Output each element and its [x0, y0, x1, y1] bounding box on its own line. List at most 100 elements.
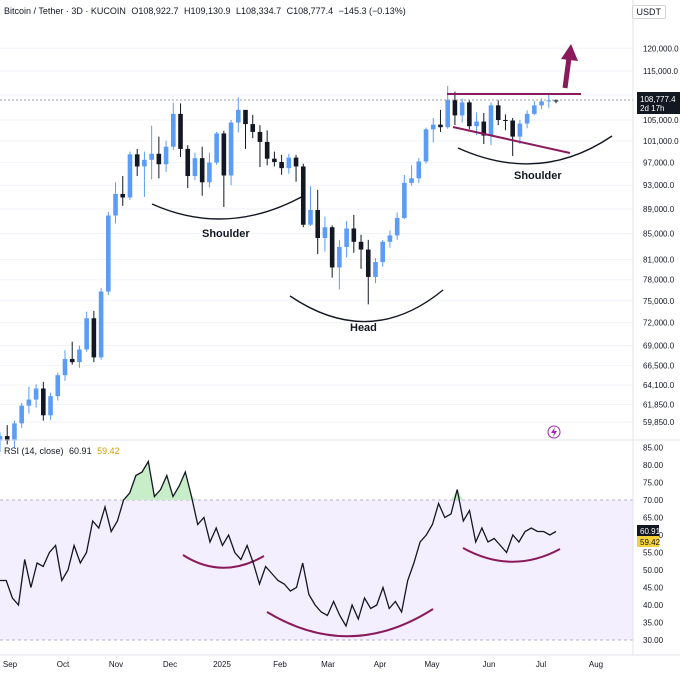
- rsi-tick-label: 30.00: [643, 636, 664, 645]
- candle-body: [77, 349, 82, 363]
- rsi-tick-label: 50.00: [643, 566, 664, 575]
- change-value: −145.3 (−0.13%): [338, 6, 406, 16]
- low-value: 108,334.7: [241, 6, 282, 16]
- time-tick-label: 2025: [213, 660, 231, 669]
- candle-body: [553, 100, 559, 102]
- candle-body: [91, 318, 97, 358]
- head-curve: [289, 289, 444, 323]
- candle-body: [510, 120, 515, 137]
- candle-body: [149, 153, 154, 160]
- rsi-value-badge: 60.91 59.42: [637, 525, 661, 547]
- rsi-header-value: 60.91: [69, 446, 92, 456]
- left-shoulder-curve: [151, 194, 306, 220]
- time-axis-labels: Sep Oct Nov Dec 2025 Feb Mar Apr May Jun Jul Aug: [3, 660, 603, 669]
- candle-body: [524, 113, 530, 124]
- candle-body: [257, 131, 263, 142]
- price-tick-label: 75,000.0: [643, 297, 675, 306]
- candle-body: [315, 210, 321, 238]
- time-tick-label: Oct: [57, 660, 70, 669]
- rsi-last-value: 60.91: [640, 527, 661, 536]
- candle-body: [178, 113, 183, 149]
- candle-body: [170, 113, 176, 147]
- candle-body: [387, 235, 393, 242]
- rsi-head-curve: [266, 608, 434, 638]
- candle-body: [41, 388, 46, 416]
- candle-body: [134, 154, 140, 167]
- candle-body: [532, 105, 537, 114]
- candle-body: [430, 124, 436, 130]
- candle-body: [488, 105, 494, 136]
- candle-body: [26, 399, 32, 406]
- candle-body: [127, 154, 133, 198]
- price-tick-label: 61,850.0: [643, 400, 675, 409]
- countdown-value: 2d 17h: [640, 104, 664, 113]
- pattern-drawings: [151, 44, 613, 638]
- shoulder-left-label: Shoulder: [202, 228, 250, 240]
- rsi-tick-label: 85.00: [643, 444, 664, 453]
- rsi-overbought-oversold-band: [0, 500, 633, 640]
- last-price-badge: 108,777.4 2d 17h: [637, 92, 680, 114]
- time-tick-label: Dec: [163, 660, 177, 669]
- candle-body: [402, 182, 407, 218]
- candle-body: [322, 227, 328, 238]
- candle-body: [438, 124, 443, 128]
- candle-body: [33, 388, 39, 400]
- candle-body: [416, 161, 422, 179]
- candle-body: [62, 358, 68, 376]
- price-tick-label: 93,000.0: [643, 181, 675, 190]
- candle-body: [279, 162, 284, 169]
- candle-body: [48, 396, 53, 416]
- price-tick-label: 64,100.0: [643, 381, 675, 390]
- price-tick-label: 81,000.0: [643, 255, 675, 264]
- time-tick-label: Mar: [321, 660, 335, 669]
- candle-body: [185, 148, 191, 177]
- price-tick-label: 105,000.0: [643, 116, 679, 125]
- rsi-tick-label: 70.00: [643, 496, 664, 505]
- time-tick-label: Sep: [3, 660, 18, 669]
- open-label: O: [131, 6, 139, 16]
- head-label: Head: [350, 322, 377, 334]
- rsi-tick-label: 45.00: [643, 584, 664, 593]
- price-tick-label: 66,500.0: [643, 361, 675, 370]
- candle-body: [214, 133, 219, 163]
- candle-body: [380, 241, 386, 263]
- price-tick-label: 89,000.0: [643, 205, 675, 214]
- rsi-line: [0, 459, 557, 628]
- candle-body: [517, 123, 523, 137]
- last-price-value: 108,777.4: [640, 95, 676, 104]
- time-tick-label: Jul: [536, 660, 546, 669]
- rsi-ma-value: 59.42: [640, 538, 661, 547]
- candle-body: [142, 159, 147, 167]
- candle-body: [12, 423, 17, 441]
- time-tick-label: Feb: [273, 660, 287, 669]
- candle-body: [423, 129, 429, 162]
- candle-body: [19, 405, 24, 424]
- candle-body: [546, 100, 552, 102]
- candle-body: [329, 227, 335, 268]
- rsi-right-shoulder-curve: [462, 547, 561, 563]
- candle-body: [98, 291, 104, 358]
- candle-body: [156, 153, 162, 165]
- candle-body: [163, 146, 169, 165]
- candle-body: [84, 318, 89, 350]
- candle-body: [308, 210, 313, 225]
- price-grid: [0, 47, 633, 423]
- high-label: H: [183, 6, 191, 16]
- candle-body: [467, 102, 472, 127]
- rsi-overbought-fill: [123, 461, 464, 500]
- currency-badge[interactable]: USDT: [631, 5, 666, 19]
- close-label: C: [286, 6, 294, 16]
- time-tick-label: May: [424, 660, 439, 669]
- shoulder-right-label: Shoulder: [514, 170, 562, 182]
- price-tick-label: 97,000.0: [643, 159, 675, 168]
- rsi-tick-label: 55.00: [643, 549, 664, 558]
- candle-body: [373, 262, 378, 277]
- right-shoulder-curve: [457, 135, 613, 165]
- breakout-arrow-head: [561, 44, 578, 61]
- lightning-icon[interactable]: [547, 425, 561, 439]
- candlestick-series: [0, 85, 559, 452]
- candle-body: [55, 375, 61, 397]
- candle-body: [286, 157, 292, 169]
- price-tick-label: 59,850.0: [643, 418, 675, 427]
- candle-body: [344, 228, 349, 247]
